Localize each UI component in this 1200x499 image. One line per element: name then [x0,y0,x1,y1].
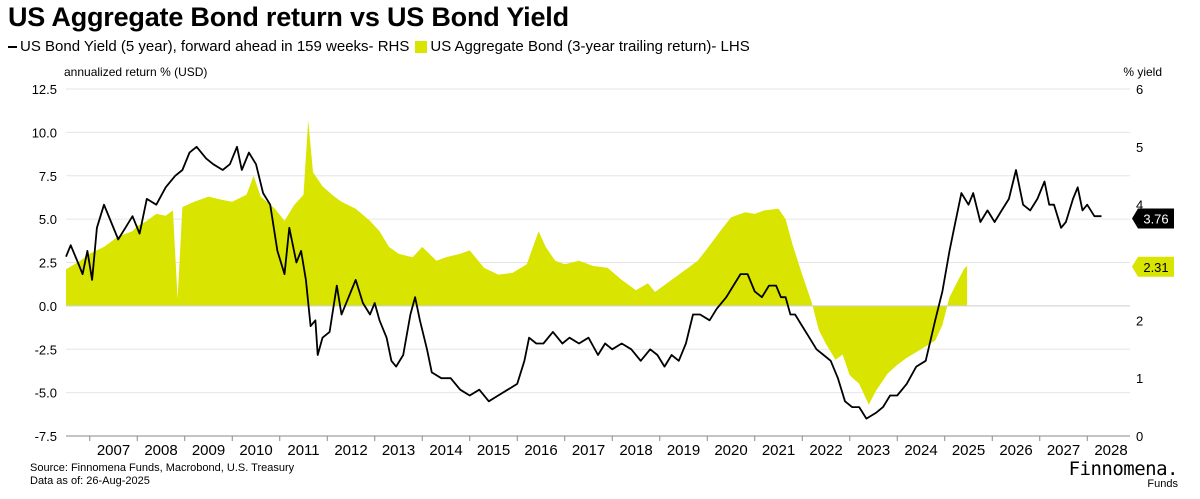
left-tick-label: -5.0 [35,386,57,401]
line-series-bond-yield [65,145,1102,420]
left-tick-label: 0.0 [39,299,57,314]
x-tick-label: 2022 [809,442,842,459]
left-tick-label: 2.5 [39,256,57,271]
x-tick-label: 2017 [572,442,605,459]
x-tick-label: 2020 [714,442,747,459]
x-tick-label: 2015 [477,442,510,459]
area-swatch [415,40,428,53]
chart-title: US Aggregate Bond return vs US Bond Yiel… [8,2,569,32]
x-tick-label: 2019 [667,442,700,459]
agg-last-value: 2.31 [1143,260,1168,275]
x-tick-label: 2023 [857,442,890,459]
x-tick-label: 2014 [429,442,462,459]
data-date: Data as of: 26-Aug-2025 [30,475,150,487]
badge-shape [1132,256,1174,277]
right-tick-label: 6 [1136,82,1143,97]
legend-label-agg: US Aggregate Bond (3-year trailing retur… [430,38,750,55]
badge-shape [1132,208,1174,229]
left-axis-ticks: 12.5 10.0 7.5 5.0 2.5 0.0 -2.5 -5.0 -7.5 [32,82,57,444]
area-series [66,120,968,405]
left-tick-label: 10.0 [32,125,57,140]
x-tick-label: 2024 [904,442,937,459]
x-tick-label: 2012 [334,442,367,459]
right-tick-label: 5 [1136,140,1143,155]
legend-label-yield: US Bond Yield (5 year), forward ahead in… [20,38,410,55]
x-tick-label: 2011 [287,442,319,459]
left-tick-label: 7.5 [39,169,57,184]
x-tick-label: 2016 [524,442,557,459]
x-tick-label: 2026 [999,442,1032,459]
legend: US Bond Yield (5 year), forward ahead in… [8,38,750,55]
left-tick-label: -7.5 [35,429,57,444]
line-series [65,145,1102,420]
x-tick-label: 2008 [144,442,177,459]
area-series-agg-bond [66,120,968,405]
x-tick-label: 2027 [1047,442,1080,459]
x-tick-label: 2010 [239,442,272,459]
right-tick-label: 4 [1136,198,1143,213]
right-tick-label: 1 [1136,371,1143,386]
x-tick-label: 2007 [97,442,130,459]
x-tick-label: 2028 [1094,442,1127,459]
source-note: Source: Finnomena Funds, Macrobond, U.S.… [30,462,294,488]
legend-item-agg: US Aggregate Bond (3-year trailing retur… [415,38,750,55]
x-tick-label: 2018 [619,442,652,459]
brand-name: Finnomena. [1068,458,1179,480]
yield-last-value: 3.76 [1143,212,1168,227]
agg-last-value-badge: 2.31 [1132,256,1174,277]
x-tick-label: 2025 [952,442,985,459]
last-value-badges: 3.76 2.31 [1132,208,1174,277]
right-axis-title: % yield [1123,65,1162,79]
right-tick-label: 2 [1136,313,1143,328]
brand-sub: Funds [1147,478,1178,490]
left-tick-label: 12.5 [32,82,57,97]
source-text: Source: Finnomena Funds, Macrobond, U.S.… [30,462,295,474]
x-tick-label: 2013 [382,442,415,459]
left-tick-label: 5.0 [39,212,57,227]
yield-last-value-badge: 3.76 [1132,208,1174,229]
left-axis-title: annualized return % (USD) [64,65,208,79]
x-tick-label: 2009 [192,442,225,459]
line-swatch [8,45,17,48]
x-axis-ticks: 2007 2008 2009 2010 2011 2012 2013 2014 2015 2016… [66,435,1130,459]
legend-item-yield: US Bond Yield (5 year), forward ahead in… [8,38,409,55]
right-tick-label: 0 [1136,429,1143,444]
brand-logo: Finnomena. Funds [1068,458,1179,490]
x-tick-label: 2021 [762,442,795,459]
left-tick-label: -2.5 [35,342,57,357]
